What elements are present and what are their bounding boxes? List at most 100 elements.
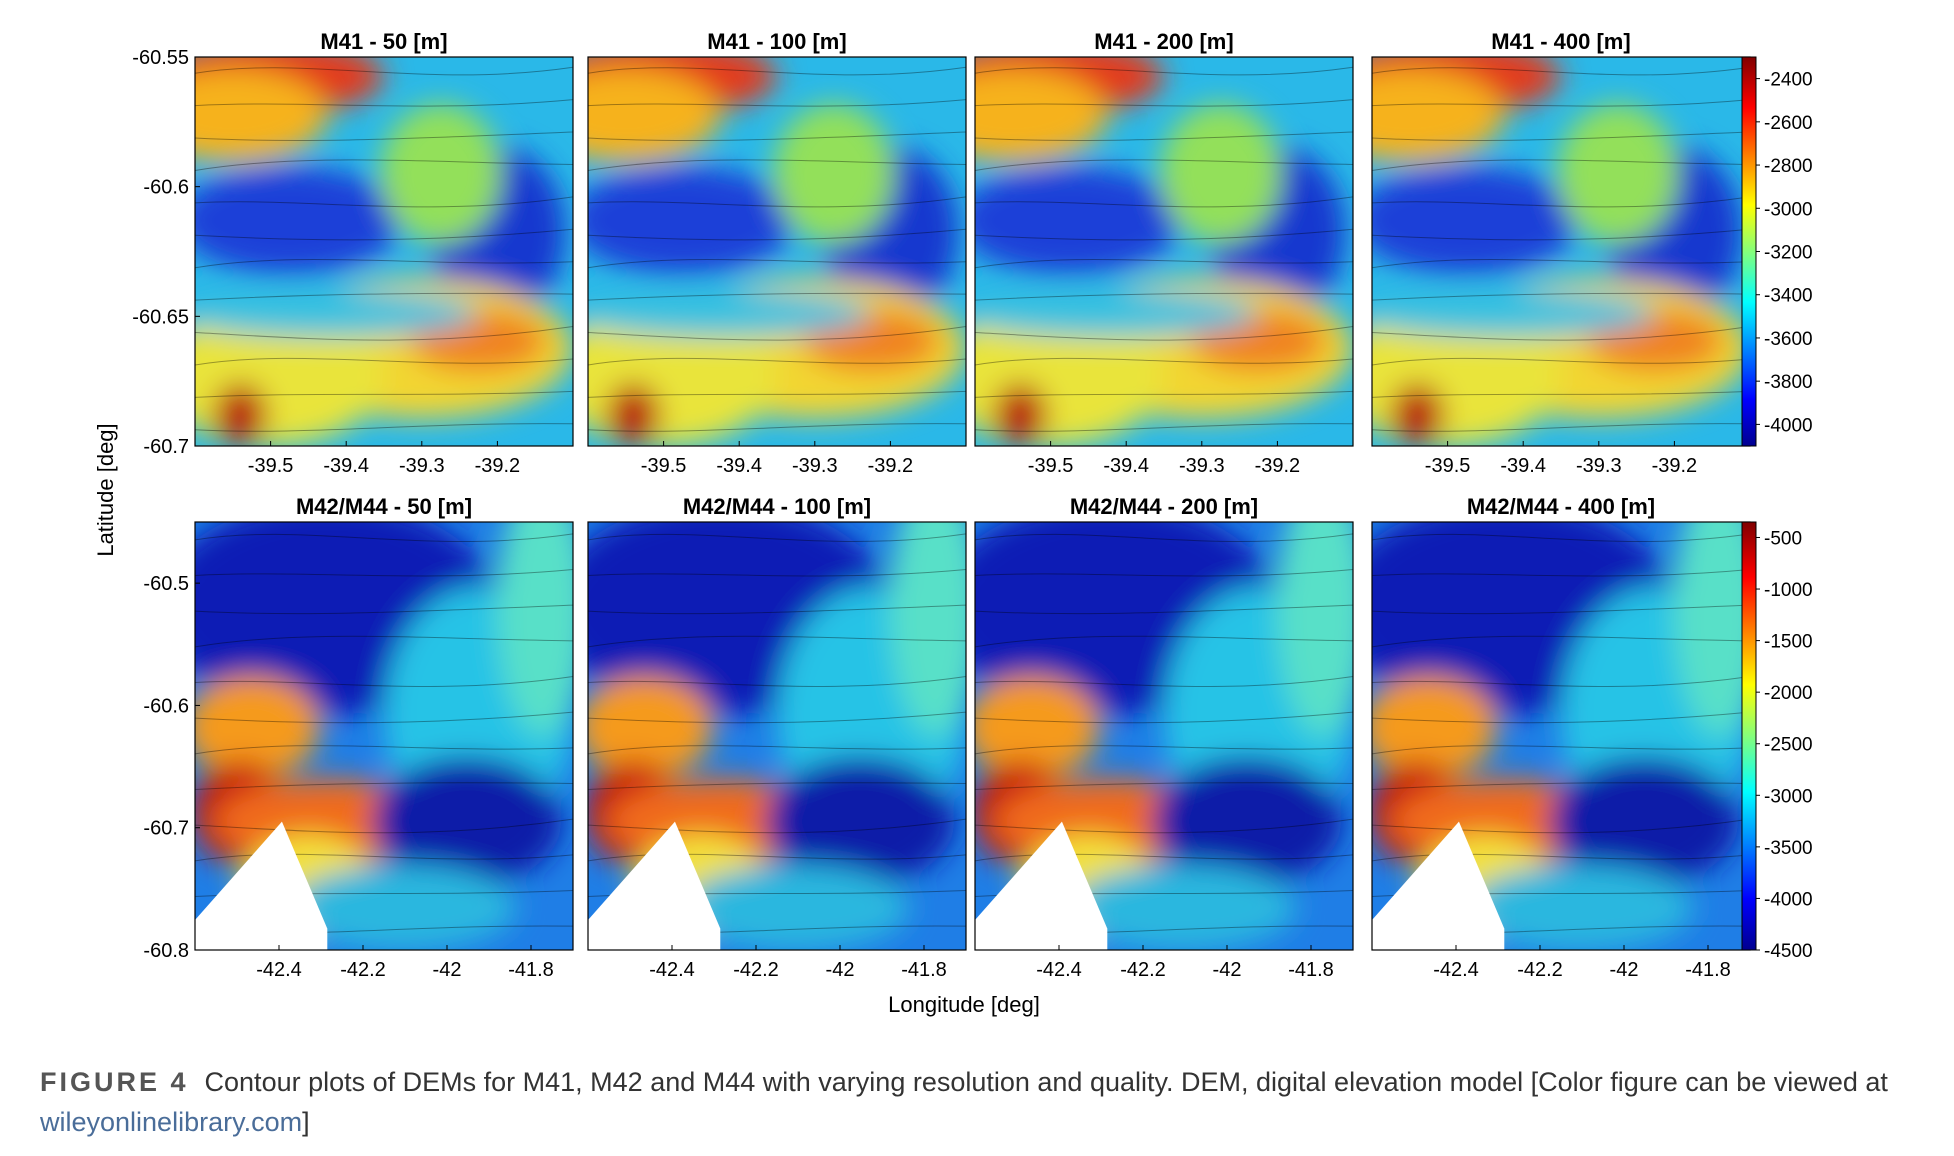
- panel-m41-200-m: M41 - 200 [m] -39.5 -39.4 -39.3 -39.2: [974, 29, 1354, 477]
- contour-line: [588, 228, 966, 241]
- contour-line: [195, 635, 573, 648]
- contour-line: [975, 745, 1353, 755]
- contour-line: [195, 390, 573, 398]
- x-tick-label: -39.5: [1028, 455, 1074, 477]
- contour-line: [588, 292, 966, 301]
- contour-line: [588, 533, 966, 543]
- contour-line: [1372, 390, 1750, 398]
- contour-line: [975, 423, 1353, 432]
- contour-line: [975, 853, 1353, 862]
- colorbar-tick-label: -2800: [1764, 156, 1813, 177]
- contour-line: [1372, 711, 1750, 724]
- panel-m41-100-m: M41 - 100 [m] -39.5 -39.4 -39.3 -39.2: [587, 29, 967, 477]
- x-tick-label: -42.4: [649, 959, 695, 981]
- panel-frame: [587, 521, 967, 951]
- x-tick-label: -39.2: [868, 455, 914, 477]
- contour-line: [975, 676, 1353, 688]
- contour-line: [975, 196, 1353, 208]
- contour-line: [1372, 635, 1750, 648]
- x-tick-label: -39.4: [323, 455, 369, 477]
- panel-m42-m44-200-m: M42/M44 - 200 [m] -42.4 -42.2 -42 -41.8: [974, 494, 1354, 981]
- elevation-region: [1466, 864, 1694, 950]
- colorbar-tick-label: -3000: [1764, 786, 1813, 807]
- contour-line: [975, 131, 1353, 142]
- panel-frame: [194, 56, 574, 447]
- elevation-region: [588, 290, 872, 338]
- caption-link[interactable]: wileyonlinelibrary.com: [40, 1107, 303, 1137]
- panel-frame: [194, 521, 574, 951]
- y-tick-label: -60.7: [143, 818, 189, 840]
- y-tick-label: -60.6: [143, 177, 189, 199]
- x-tick-label: -39.4: [716, 455, 762, 477]
- contour-line: [195, 782, 573, 790]
- contour-line: [975, 782, 1353, 790]
- contour-line: [975, 159, 1353, 171]
- elevation-region: [195, 290, 479, 338]
- contour-line: [195, 711, 573, 724]
- panel-frame: [974, 521, 1354, 951]
- x-tick-label: -39.4: [1103, 455, 1149, 477]
- elevation-region: [975, 165, 1183, 275]
- colorbar-tick-label: -4000: [1764, 889, 1813, 910]
- colorbar-tick-label: -3800: [1764, 372, 1813, 393]
- contour-line: [1372, 326, 1750, 341]
- elevation-region: [975, 68, 1108, 163]
- x-tick-label: -39.5: [1425, 455, 1471, 477]
- panel-title: M41 - 400 [m]: [1491, 29, 1630, 54]
- heatmap-image: [195, 57, 573, 446]
- panel-m42-m44-400-m: M42/M44 - 400 [m] -42.4 -42.2 -42 -41.8: [1371, 494, 1751, 981]
- elevation-region: [1069, 864, 1297, 950]
- elevation-region: [682, 864, 910, 950]
- panel-title: M41 - 100 [m]: [707, 29, 846, 54]
- contour-line: [1372, 99, 1750, 107]
- elevation-region: [1372, 165, 1580, 275]
- contour-line: [588, 853, 966, 862]
- no-data-region: [195, 821, 328, 950]
- contour-line: [195, 357, 573, 366]
- colorbar-tick-label: -3000: [1764, 199, 1813, 220]
- x-tick-label: -42: [1610, 959, 1639, 981]
- contour-line: [588, 423, 966, 432]
- y-tick-label: -60.6: [143, 695, 189, 717]
- contour-line: [975, 533, 1353, 543]
- panel-row-2: M42/M44 - 50 [m] -42.4 -42.2 -42 -41.8 -60.5 -…: [143, 494, 1813, 981]
- heatmap-image: [588, 57, 966, 446]
- x-tick-label: -41.8: [508, 959, 554, 981]
- panel-title: M41 - 200 [m]: [1094, 29, 1233, 54]
- elevation-region: [213, 383, 267, 446]
- contour-line: [1372, 66, 1750, 76]
- x-tick-label: -39.2: [1255, 455, 1301, 477]
- elevation-region: [975, 676, 1100, 779]
- elevation-region: [975, 290, 1259, 338]
- contour-line: [1372, 357, 1750, 366]
- contour-line: [1372, 604, 1750, 615]
- heatmap-image: [588, 522, 966, 950]
- contour-line: [195, 326, 573, 341]
- panel-frame: [974, 56, 1354, 447]
- contour-line: [1372, 533, 1750, 543]
- no-data-region: [1372, 821, 1505, 950]
- heatmap-image: [975, 57, 1353, 446]
- contour-line: [1372, 853, 1750, 862]
- contour-line: [975, 66, 1353, 76]
- x-tick-label: -39.4: [1500, 455, 1546, 477]
- y-tick-label: -60.5: [143, 573, 189, 595]
- x-tick-label: -42: [1213, 959, 1242, 981]
- elevation-region: [380, 103, 502, 244]
- colorbar-row-2: -500 -1000 -1500 -2000 -2500 -3000 -3500 -4000 -…: [1741, 521, 1813, 962]
- contour-line: [1372, 818, 1750, 834]
- colorbar-tick-label: -3600: [1764, 329, 1813, 350]
- contour-line: [195, 258, 573, 269]
- x-tick-label: -39.3: [792, 455, 838, 477]
- y-axis-label: Latitude [deg]: [93, 423, 118, 556]
- x-tick-label: -39.5: [248, 455, 294, 477]
- contour-line: [195, 292, 573, 301]
- heatmap-image: [975, 522, 1353, 950]
- x-tick-label: -42.2: [1120, 959, 1166, 981]
- contour-line: [588, 66, 966, 76]
- elevation-region: [588, 68, 721, 163]
- elevation-region: [1674, 522, 1750, 736]
- colorbar-row-1: -2400 -2600 -2800 -3000 -3200 -3400 -3600 -3800…: [1741, 56, 1813, 447]
- contour-line: [1372, 569, 1750, 577]
- elevation-region: [773, 103, 895, 244]
